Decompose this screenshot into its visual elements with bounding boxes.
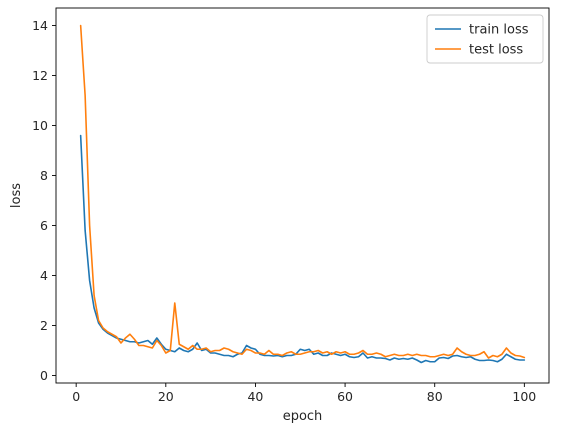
axes xyxy=(55,7,550,384)
x-tick-label: 40 xyxy=(247,389,263,404)
axes-frame xyxy=(55,7,550,384)
x-tick-label: 100 xyxy=(512,389,536,404)
y-tick-label: 2 xyxy=(40,318,48,333)
legend: train loss test loss xyxy=(426,14,544,64)
legend-label: train loss xyxy=(469,23,529,38)
x-tick-label: 80 xyxy=(427,389,443,404)
y-axis-label: loss xyxy=(9,183,24,208)
x-tick-label: 20 xyxy=(158,389,174,404)
legend-label: test loss xyxy=(469,43,523,58)
x-axis-label: epoch xyxy=(283,409,323,424)
x-tick-label: 60 xyxy=(337,389,353,404)
legend-box xyxy=(426,14,544,64)
series-line-test-loss xyxy=(79,24,526,359)
series-group xyxy=(79,24,526,364)
plot-area xyxy=(56,8,549,383)
y-tick-label: 0 xyxy=(40,368,48,383)
y-tick-label: 8 xyxy=(40,168,48,183)
x-tick-label: 0 xyxy=(72,389,80,404)
y-tick-label: 10 xyxy=(32,118,48,133)
plot-background xyxy=(56,8,549,383)
series-line-train-loss xyxy=(79,134,526,364)
tick-group: 0 20 40 60 80 100 0 2 4 6 8 10 12 14 xyxy=(32,18,536,404)
y-tick-label: 12 xyxy=(32,68,48,83)
y-tick-label: 14 xyxy=(32,18,48,33)
y-tick-label: 4 xyxy=(40,268,48,283)
y-tick-label: 6 xyxy=(40,218,48,233)
